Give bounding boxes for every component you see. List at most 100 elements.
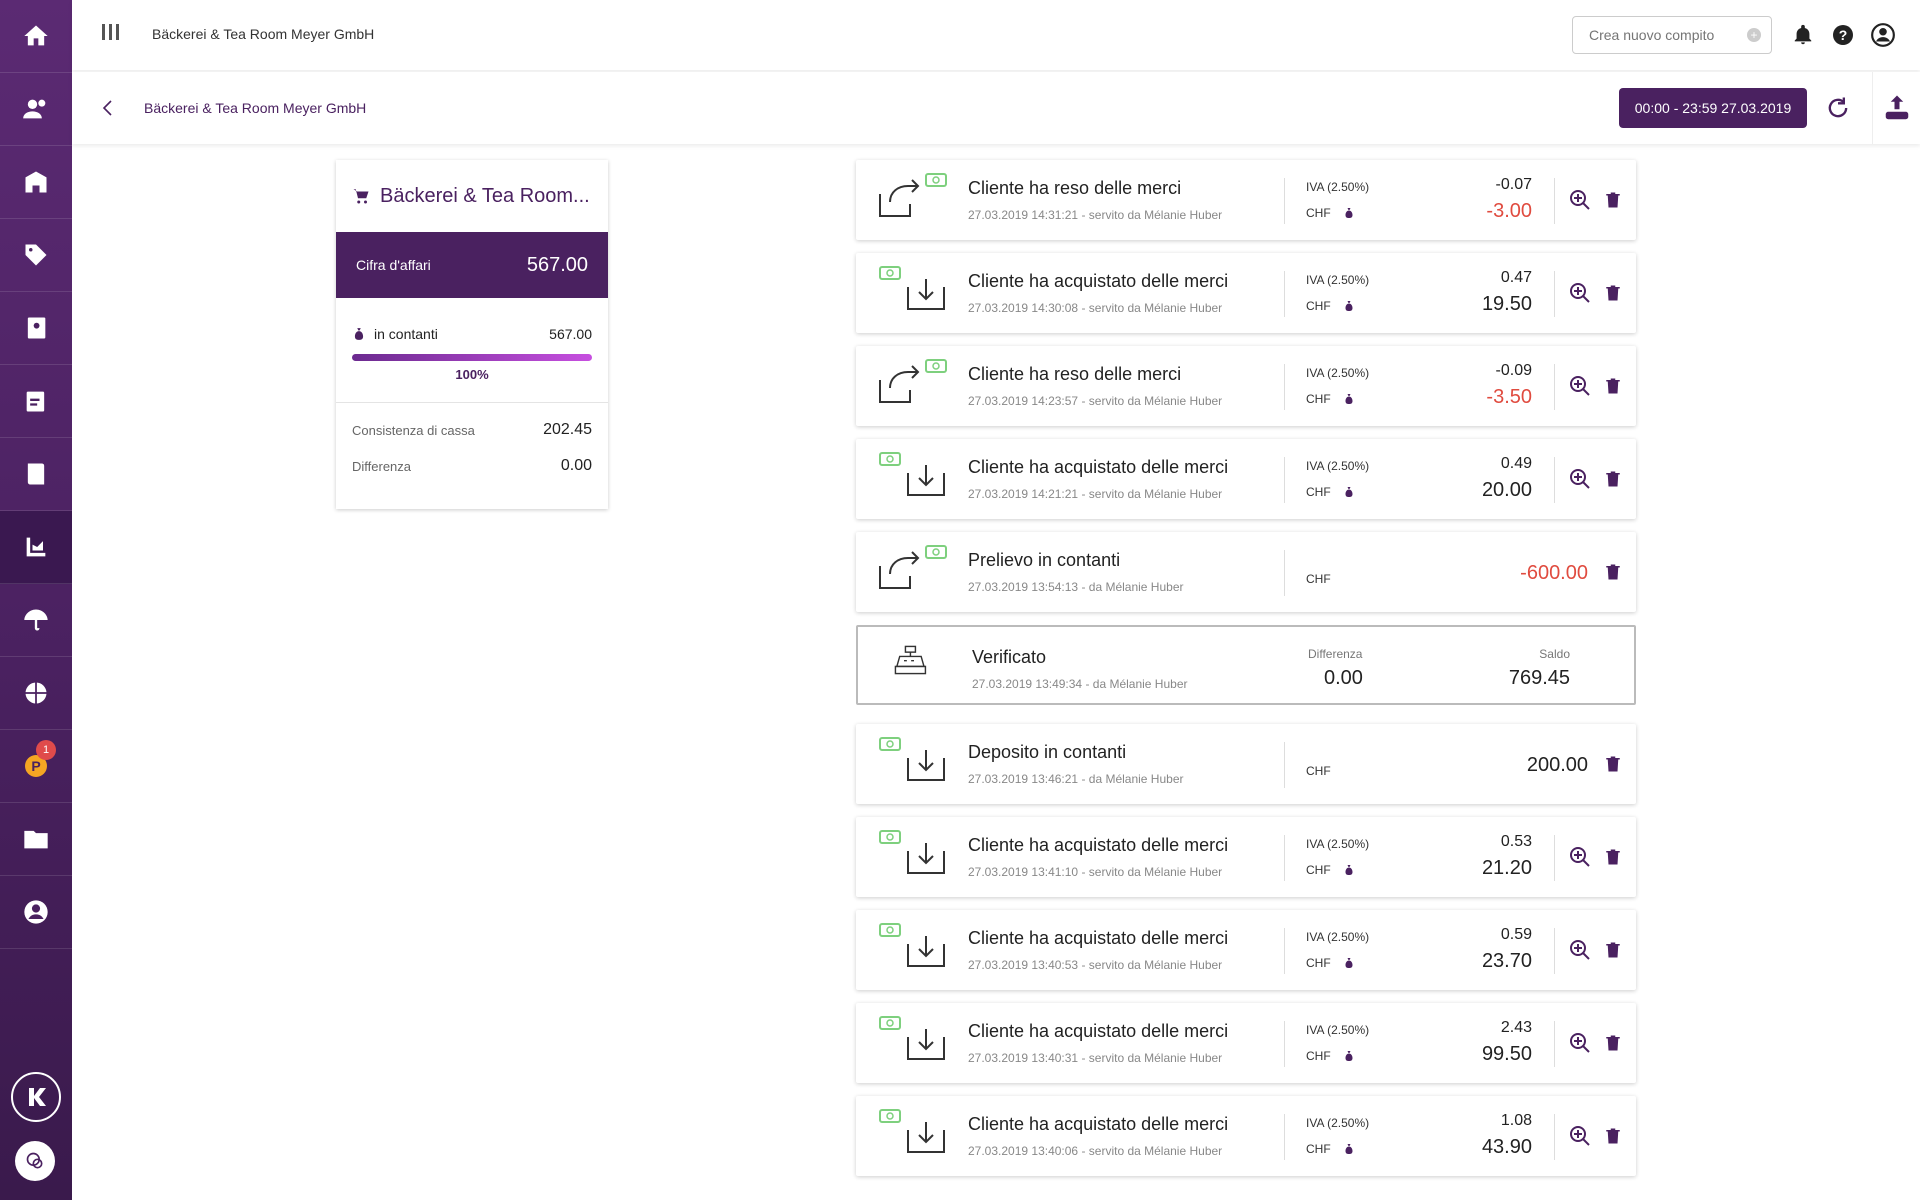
currency-row: CHF xyxy=(1306,392,1355,406)
transaction-row[interactable]: Cliente ha reso delle merci 27.03.2019 1… xyxy=(856,346,1636,426)
sidebar-item-folder[interactable] xyxy=(0,803,72,876)
sidebar-item-buildings[interactable] xyxy=(0,146,72,219)
help-button[interactable]: ? xyxy=(1830,22,1856,48)
transaction-meta: 27.03.2019 13:49:34 - da Mélanie Huber xyxy=(972,677,1188,691)
transaction-row[interactable]: Prelievo in contanti 27.03.2019 13:54:13… xyxy=(856,532,1636,612)
turnover-value: 567.00 xyxy=(526,253,588,276)
add-icon[interactable]: + xyxy=(1747,28,1761,42)
purchase-goods-icon xyxy=(879,923,945,967)
sidebar-item-customers[interactable] xyxy=(0,73,72,146)
menu-toggle-button[interactable] xyxy=(102,24,122,44)
zoom-in-icon[interactable] xyxy=(1568,281,1592,305)
zoom-in-icon[interactable] xyxy=(1568,188,1592,212)
sidebar-item-book[interactable] xyxy=(0,438,72,511)
transaction-row[interactable]: Deposito in contanti 27.03.2019 13:46:21… xyxy=(856,724,1636,804)
transaction-title: Cliente ha acquistato delle merci xyxy=(968,457,1229,477)
currency-label: CHF xyxy=(1306,956,1331,970)
notifications-button[interactable] xyxy=(1790,22,1816,48)
currency-row: CHF xyxy=(1306,1142,1355,1156)
cash-row: in contanti 567.00 xyxy=(336,326,608,342)
trash-icon[interactable] xyxy=(1604,847,1622,867)
purchase-goods-icon xyxy=(879,1109,945,1153)
new-task-field[interactable]: + xyxy=(1572,16,1772,54)
difference-row: Differenza 0.00 xyxy=(336,457,608,475)
transaction-title: Cliente ha acquistato delle merci xyxy=(968,271,1229,291)
money-bag-icon xyxy=(1345,865,1353,875)
purchase-goods-icon xyxy=(879,1016,945,1060)
transaction-amount: -3.00 xyxy=(1486,200,1532,222)
cash-value: 567.00 xyxy=(549,326,592,342)
trash-icon[interactable] xyxy=(1604,754,1622,774)
transaction-meta: 27.03.2019 13:54:13 - da Mélanie Huber xyxy=(968,580,1184,594)
folder-icon xyxy=(24,830,48,849)
back-button[interactable] xyxy=(96,96,120,120)
refresh-icon xyxy=(1828,97,1848,118)
transaction-amount: 19.50 xyxy=(1481,293,1532,315)
sidebar-item-profile[interactable] xyxy=(0,876,72,949)
sidebar-item-points[interactable]: P 1 xyxy=(0,730,72,803)
currency-row: CHF xyxy=(1306,485,1355,499)
transaction-row[interactable]: Cliente ha acquistato delle merci 27.03.… xyxy=(856,1096,1636,1176)
transaction-amount: -3.50 xyxy=(1486,386,1532,408)
currency-label: CHF xyxy=(1306,206,1331,220)
svg-text:?: ? xyxy=(1839,27,1848,43)
transaction-row[interactable]: Cliente ha acquistato delle merci 27.03.… xyxy=(856,910,1636,990)
zoom-in-icon[interactable] xyxy=(1568,1031,1592,1055)
transaction-row[interactable]: Cliente ha acquistato delle merci 27.03.… xyxy=(856,1003,1636,1083)
zoom-in-icon[interactable] xyxy=(1568,845,1592,869)
date-range-button[interactable]: 00:00 - 23:59 27.03.2019 xyxy=(1619,88,1807,128)
sidebar-item-tasks[interactable] xyxy=(0,365,72,438)
trash-icon[interactable] xyxy=(1604,376,1622,396)
coin-icon: P xyxy=(25,755,47,777)
zoom-in-icon[interactable] xyxy=(1568,374,1592,398)
sidebar-item-insurance[interactable] xyxy=(0,584,72,657)
money-bag-icon xyxy=(1345,958,1353,968)
verified-row[interactable]: Verificato 27.03.2019 13:49:34 - da Méla… xyxy=(856,625,1636,705)
zoom-in-icon[interactable] xyxy=(1568,1124,1592,1148)
logo-k-icon[interactable] xyxy=(11,1072,61,1122)
trash-icon[interactable] xyxy=(1604,562,1622,582)
vat-amount: 2.43 xyxy=(1500,1019,1532,1036)
top-bar: Bäckerei & Tea Room Meyer GmbH + ? xyxy=(72,0,1920,70)
refresh-button[interactable] xyxy=(1824,94,1852,122)
transaction-title: Prelievo in contanti xyxy=(968,550,1121,570)
new-task-input[interactable] xyxy=(1587,26,1741,44)
sidebar-item-community[interactable] xyxy=(0,657,72,730)
account-button[interactable] xyxy=(1870,22,1896,48)
vat-amount: -0.07 xyxy=(1495,176,1532,193)
transaction-meta: 27.03.2019 13:40:06 - servito da Mélanie… xyxy=(968,1144,1223,1158)
transaction-title: Cliente ha reso delle merci xyxy=(968,364,1182,384)
trash-icon[interactable] xyxy=(1604,1126,1622,1146)
sidebar-item-tags[interactable] xyxy=(0,219,72,292)
trash-icon[interactable] xyxy=(1604,190,1622,210)
transaction-amount: 43.90 xyxy=(1481,1136,1532,1158)
transaction-amount: 23.70 xyxy=(1481,950,1532,972)
trash-icon[interactable] xyxy=(1604,940,1622,960)
transaction-row[interactable]: Cliente ha acquistato delle merci 27.03.… xyxy=(856,439,1636,519)
currency-label: CHF xyxy=(1306,1142,1331,1156)
user-circle-icon xyxy=(24,900,48,924)
purchase-goods-icon xyxy=(879,830,945,874)
trash-icon[interactable] xyxy=(1604,283,1622,303)
contact-book-icon xyxy=(27,317,46,339)
transaction-row[interactable]: Cliente ha reso delle merci 27.03.2019 1… xyxy=(856,160,1636,240)
sidebar-item-home[interactable] xyxy=(0,0,72,73)
zoom-in-icon[interactable] xyxy=(1568,938,1592,962)
transaction-amount: 200.00 xyxy=(1526,754,1588,776)
money-bag-icon xyxy=(1345,1051,1353,1061)
currency-row: CHF xyxy=(1306,206,1355,220)
trash-icon[interactable] xyxy=(1604,469,1622,489)
sidebar-item-cashbook[interactable] xyxy=(0,511,72,584)
money-bag-icon xyxy=(1345,394,1353,404)
zoom-in-icon[interactable] xyxy=(1568,467,1592,491)
chat-button[interactable] xyxy=(15,1141,55,1181)
trash-icon[interactable] xyxy=(1604,1033,1622,1053)
export-button[interactable] xyxy=(1872,72,1920,144)
sub-header: Bäckerei & Tea Room Meyer GmbH 00:00 - 2… xyxy=(72,72,1920,144)
sidebar-item-contacts[interactable] xyxy=(0,292,72,365)
transaction-title: Cliente ha acquistato delle merci xyxy=(968,928,1229,948)
transaction-row[interactable]: Cliente ha acquistato delle merci 27.03.… xyxy=(856,253,1636,333)
transaction-row[interactable]: Cliente ha acquistato delle merci 27.03.… xyxy=(856,817,1636,897)
vat-amount: 0.53 xyxy=(1500,833,1532,850)
purchase-goods-icon xyxy=(879,266,945,310)
